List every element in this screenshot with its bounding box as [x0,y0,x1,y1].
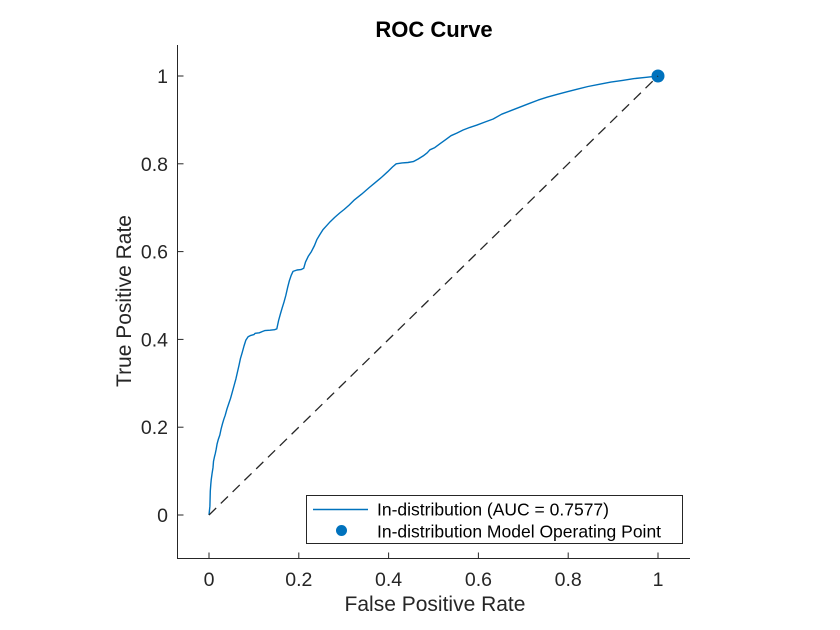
y-tick-label: 1 [157,66,168,88]
y-tick-label: 0 [157,505,168,527]
y-tick-label: 0.2 [141,417,168,439]
y-axis-ticks: 0 0.2 0.4 0.6 0.8 1 [141,66,184,527]
legend-item-label: In-distribution Model Operating Point [377,522,661,542]
x-tick-label: 1 [653,569,664,591]
x-tick-label: 0.6 [465,569,492,591]
y-axis-label: True Positive Rate [113,215,136,387]
y-tick-label: 0.6 [141,242,168,264]
series-layer [208,69,665,516]
y-tick-label: 0.4 [141,329,168,351]
random-classifier-reference[interactable] [208,75,659,516]
x-tick-label: 0.8 [555,569,582,591]
x-axis-label: False Positive Rate [345,593,526,616]
in-distribution-roc-curve[interactable] [208,75,659,516]
legend-dot-sample [336,525,347,536]
x-tick-label: 0.2 [285,569,312,591]
chart-title: ROC Curve [375,17,492,42]
x-axis-ticks: 0 0.2 0.4 0.6 0.8 1 [204,552,664,591]
legend-item-label: In-distribution (AUC = 0.7577) [377,500,609,520]
legend[interactable]: In-distribution (AUC = 0.7577) In-distri… [306,495,683,544]
y-tick-label: 0.8 [141,154,168,176]
x-tick-label: 0 [204,569,215,591]
x-tick-label: 0.4 [375,569,402,591]
legend-box[interactable] [306,495,683,544]
